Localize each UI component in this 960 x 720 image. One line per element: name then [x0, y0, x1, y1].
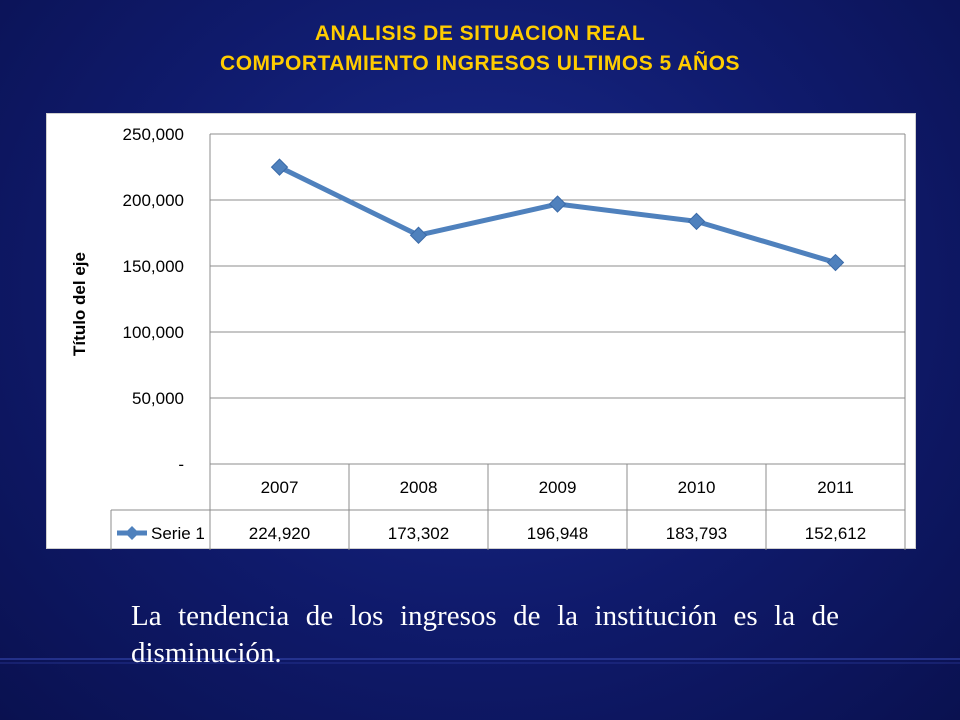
slide-title-line-1: ANALISIS DE SITUACION REAL: [314, 22, 646, 45]
background-line: [0, 662, 960, 664]
y-axis-title: Título del eje: [70, 252, 89, 356]
data-table-value: 183,793: [666, 524, 727, 543]
legend-series-name: Serie 1: [151, 524, 205, 543]
x-category-label: 2009: [539, 478, 577, 497]
x-category-label: 2007: [261, 478, 299, 497]
x-category-label: 2011: [817, 478, 854, 497]
data-table-value: 173,302: [388, 524, 449, 543]
y-tick-label: 50,000: [132, 389, 184, 408]
y-tick-label: 200,000: [123, 191, 184, 210]
x-category-label: 2010: [678, 478, 716, 497]
data-point-marker: [548, 195, 567, 213]
legend-marker-key: [125, 526, 139, 540]
data-table-value: 152,612: [805, 524, 866, 543]
data-point-marker: [687, 212, 706, 231]
y-tick-label: 150,000: [123, 257, 184, 276]
series-line: [278, 164, 837, 265]
y-tick-label: 250,000: [123, 125, 184, 144]
background-line: [0, 658, 960, 660]
line-chart: - 50,000 100,000 150,000 200,000 250,000 Títul…: [70, 125, 906, 550]
y-tick-label: -: [178, 455, 184, 474]
chart-panel: - 50,000 100,000 150,000 200,000 250,000 Títul…: [46, 113, 916, 550]
data-point-marker: [826, 253, 845, 272]
slide-title-line-2: COMPORTAMIENTO INGRESOS ULTIMOS 5 AÑOS: [220, 52, 740, 75]
caption-text: La tendencia de los ingresos de la insti…: [131, 600, 839, 669]
data-point-marker: [270, 158, 289, 176]
y-tick-label: 100,000: [123, 323, 184, 342]
data-point-marker: [409, 226, 428, 244]
data-table-value: 196,948: [527, 524, 588, 543]
data-table-value: 224,920: [249, 524, 310, 543]
x-category-label: 2008: [400, 478, 438, 497]
